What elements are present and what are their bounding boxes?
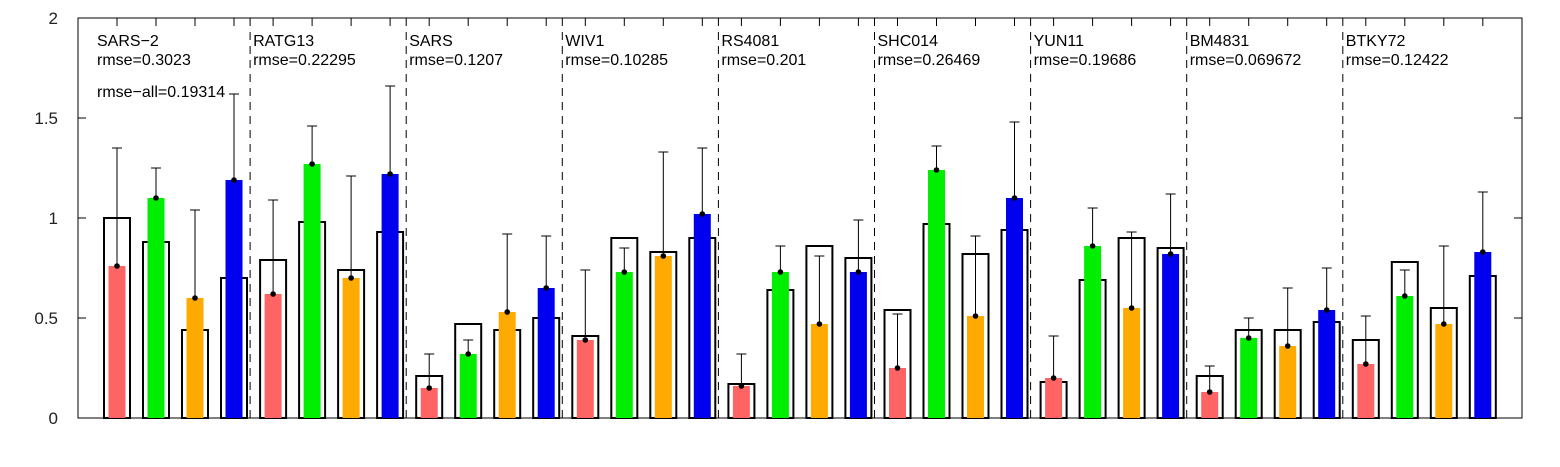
value-point bbox=[621, 269, 628, 275]
group-rmse-label: rmse=0.19686 bbox=[1034, 52, 1137, 69]
value-point bbox=[1363, 361, 1369, 367]
value-bar bbox=[889, 368, 906, 418]
group-name-label: BM4831 bbox=[1190, 33, 1250, 50]
value-point bbox=[1206, 389, 1213, 395]
value-bar bbox=[928, 170, 945, 418]
value-point bbox=[816, 321, 823, 327]
value-bar bbox=[1201, 392, 1219, 418]
value-bar bbox=[615, 272, 633, 418]
group-name-label: SHC014 bbox=[878, 33, 939, 50]
value-point bbox=[1245, 335, 1252, 341]
plot-frame bbox=[77, 17, 1523, 419]
value-point bbox=[894, 365, 901, 371]
value-bar bbox=[732, 386, 750, 418]
group-rmse-label: rmse=0.1207 bbox=[409, 52, 503, 69]
value-bar bbox=[1006, 198, 1023, 418]
value-bar bbox=[108, 266, 126, 418]
group-rmse-label: rmse=0.3023 bbox=[97, 52, 191, 69]
value-point bbox=[1128, 305, 1135, 311]
value-point bbox=[582, 337, 589, 343]
value-point bbox=[699, 211, 706, 217]
value-point bbox=[231, 177, 237, 183]
value-bar bbox=[810, 324, 828, 418]
value-point bbox=[270, 291, 276, 297]
group-name-label: RS4081 bbox=[721, 33, 779, 50]
value-bar bbox=[1435, 324, 1453, 418]
value-bar bbox=[1045, 378, 1063, 418]
value-point bbox=[1284, 343, 1291, 349]
group-rmse-label: rmse=0.26469 bbox=[878, 52, 981, 69]
value-bar bbox=[381, 174, 399, 418]
y-tick-label: 0 bbox=[49, 409, 58, 428]
value-bar bbox=[771, 272, 789, 418]
value-bar bbox=[303, 164, 321, 418]
group-rmse-label: rmse=0.069672 bbox=[1190, 52, 1302, 69]
group-rmse-label: rmse=0.22295 bbox=[253, 52, 356, 69]
value-point bbox=[504, 309, 511, 315]
rmse-all-label: rmse−all=0.19314 bbox=[97, 84, 225, 101]
value-bar bbox=[849, 272, 867, 418]
group-name-label: SARS−2 bbox=[97, 33, 159, 50]
y-tick-label: 1.5 bbox=[34, 109, 58, 128]
group-rmse-label: rmse=0.10285 bbox=[565, 52, 668, 69]
value-point bbox=[465, 351, 472, 357]
value-bar bbox=[1084, 246, 1102, 418]
value-bar bbox=[654, 256, 672, 418]
group-name-label: SARS bbox=[409, 33, 453, 50]
value-bar bbox=[1396, 296, 1414, 418]
value-point bbox=[1402, 293, 1408, 299]
value-bar bbox=[147, 198, 165, 418]
value-point bbox=[1480, 249, 1486, 255]
value-bar bbox=[225, 180, 243, 418]
y-tick-label: 1 bbox=[49, 209, 58, 228]
value-point bbox=[153, 195, 159, 201]
value-point bbox=[543, 285, 549, 291]
value-bar bbox=[693, 214, 711, 418]
value-bar bbox=[459, 354, 477, 418]
group-name-label: RATG13 bbox=[253, 33, 314, 50]
value-bar bbox=[1162, 254, 1180, 418]
value-point bbox=[309, 161, 315, 167]
value-point bbox=[933, 167, 940, 173]
value-point bbox=[114, 263, 120, 269]
value-point bbox=[1011, 195, 1018, 201]
group-name-label: BTKY72 bbox=[1346, 33, 1406, 50]
value-bar bbox=[576, 340, 594, 418]
value-point bbox=[972, 313, 979, 319]
y-tick-label: 2 bbox=[49, 9, 58, 28]
value-point bbox=[738, 383, 745, 389]
value-point bbox=[387, 171, 393, 177]
value-bar bbox=[1474, 252, 1492, 418]
value-bar bbox=[1318, 310, 1336, 418]
group-name-label: YUN11 bbox=[1034, 33, 1084, 50]
value-bar bbox=[186, 298, 204, 418]
value-point bbox=[426, 385, 433, 391]
value-point bbox=[1323, 307, 1330, 313]
value-point bbox=[777, 269, 784, 275]
value-bar bbox=[1357, 364, 1375, 418]
value-point bbox=[1050, 375, 1057, 381]
value-bar bbox=[1240, 338, 1258, 418]
value-bar bbox=[967, 316, 984, 418]
value-point bbox=[1089, 243, 1096, 249]
group-rmse-label: rmse=0.12422 bbox=[1346, 52, 1449, 69]
value-point bbox=[348, 275, 354, 281]
group-name-label: WIV1 bbox=[565, 33, 604, 50]
y-tick-label: 0.5 bbox=[34, 309, 58, 328]
value-bar bbox=[420, 388, 438, 418]
value-bar bbox=[264, 294, 282, 418]
value-bar bbox=[1279, 346, 1297, 418]
value-point bbox=[1167, 251, 1174, 257]
value-point bbox=[1441, 321, 1447, 327]
value-bar bbox=[1123, 308, 1141, 418]
value-point bbox=[660, 253, 667, 259]
value-point bbox=[855, 269, 862, 275]
value-bar bbox=[498, 312, 516, 418]
value-bar bbox=[342, 278, 360, 418]
group-rmse-label: rmse=0.201 bbox=[721, 52, 806, 69]
value-point bbox=[192, 295, 198, 301]
value-bar bbox=[537, 288, 555, 418]
